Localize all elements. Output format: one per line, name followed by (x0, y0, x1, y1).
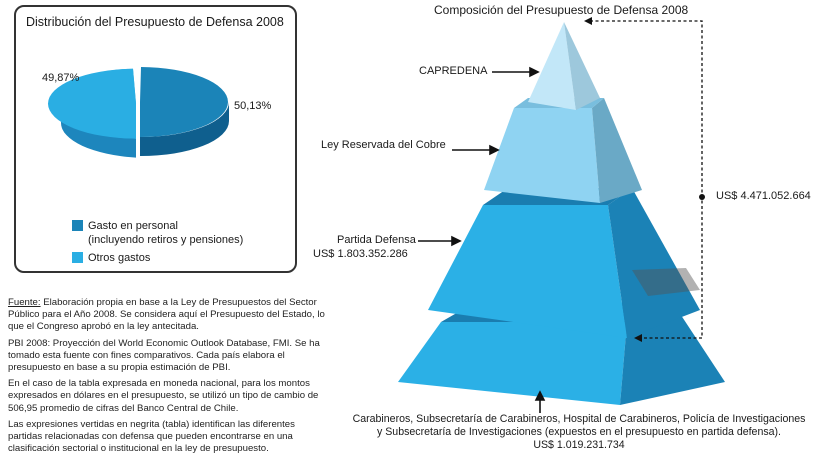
pyramid-tier-carabineros-front (398, 322, 627, 405)
label-capredena: CAPREDENA (419, 65, 488, 77)
arrowhead-cobre (489, 144, 500, 156)
label-ley-cobre: Ley Reservada del Cobre (321, 139, 446, 151)
arrowhead-carabineros (534, 390, 546, 401)
footnotes: Fuente: Elaboración propia en base a la … (8, 297, 328, 459)
pie-chart-title: Distribución del Presupuesto de Defensa … (26, 15, 284, 29)
arrowhead-defensa (451, 235, 462, 247)
pie-label-otros: 49,87% (42, 72, 80, 84)
pyramid-tier-defensa-front (428, 205, 627, 338)
pie-slice-otros-side (61, 104, 136, 158)
pie-slice-otros-top (48, 68, 136, 139)
label-partida-defensa: Partida Defensa (337, 234, 416, 246)
pyramid-tier-defensa-side (608, 188, 700, 338)
pie-slice-personal (140, 67, 228, 137)
pie-chart (48, 67, 229, 158)
pyramid-tier-capredena-front (528, 22, 576, 110)
label-carabineros-line1: Carabineros, Subsecretaría de Carabinero… (352, 413, 806, 425)
legend-label-personal: Gasto en personal (88, 220, 178, 232)
total-bracket-marker (699, 194, 705, 200)
fuente-label: Fuente: (8, 297, 41, 308)
pyramid-tier-cobre-side (592, 98, 642, 203)
legend-label-otros: Otros gastos (88, 252, 151, 264)
pyramid-title: Composición del Presupuesto de Defensa 2… (434, 3, 689, 17)
footnote-fuente: Fuente: Elaboración propia en base a la … (8, 297, 328, 334)
pie-chart-panel: Distribución del Presupuesto de Defensa … (14, 5, 297, 273)
arrowhead-capredena (529, 66, 540, 78)
pyramid-tier-cobre-front (484, 108, 600, 203)
label-carabineros-line2: y Subsecretaría de Investigaciones (expu… (377, 426, 781, 438)
label-total-amount: US$ 4.471.052.664 (716, 190, 811, 202)
footnote-moneda: En el caso de la tabla expresada en mone… (8, 378, 319, 414)
pie-slice-personal-side (140, 102, 229, 157)
pyramid-shadow (632, 268, 700, 296)
legend-item-personal: Gasto en personal (incluyendo retiros y … (72, 219, 244, 247)
legend-swatch-otros (72, 252, 83, 263)
fuente-text: Elaboración propia en base a la Ley de P… (8, 297, 325, 333)
pie-label-personal: 50,13% (234, 100, 272, 112)
label-partida-defensa-amount: US$ 1.803.352.286 (313, 248, 408, 260)
legend-swatch-personal (72, 220, 83, 231)
label-carabineros: Carabineros, Subsecretaría de Carabinero… (330, 413, 828, 452)
pyramid-tier-capredena-side (564, 22, 600, 110)
total-bracket-arrowhead-bottom (634, 334, 642, 342)
total-bracket (590, 20, 703, 339)
footnote-pbi: PBI 2008: Proyección del World Economic … (8, 337, 320, 374)
legend-item-otros: Otros gastos (72, 251, 151, 265)
total-bracket-arrowhead-top (584, 17, 592, 25)
footnote-negrita: Las expresiones vertidas en negrita (tab… (8, 418, 295, 455)
legend-label-personal-sub: (incluyendo retiros y pensiones) (88, 234, 244, 246)
label-carabineros-amount: US$ 1.019.231.734 (533, 439, 625, 451)
